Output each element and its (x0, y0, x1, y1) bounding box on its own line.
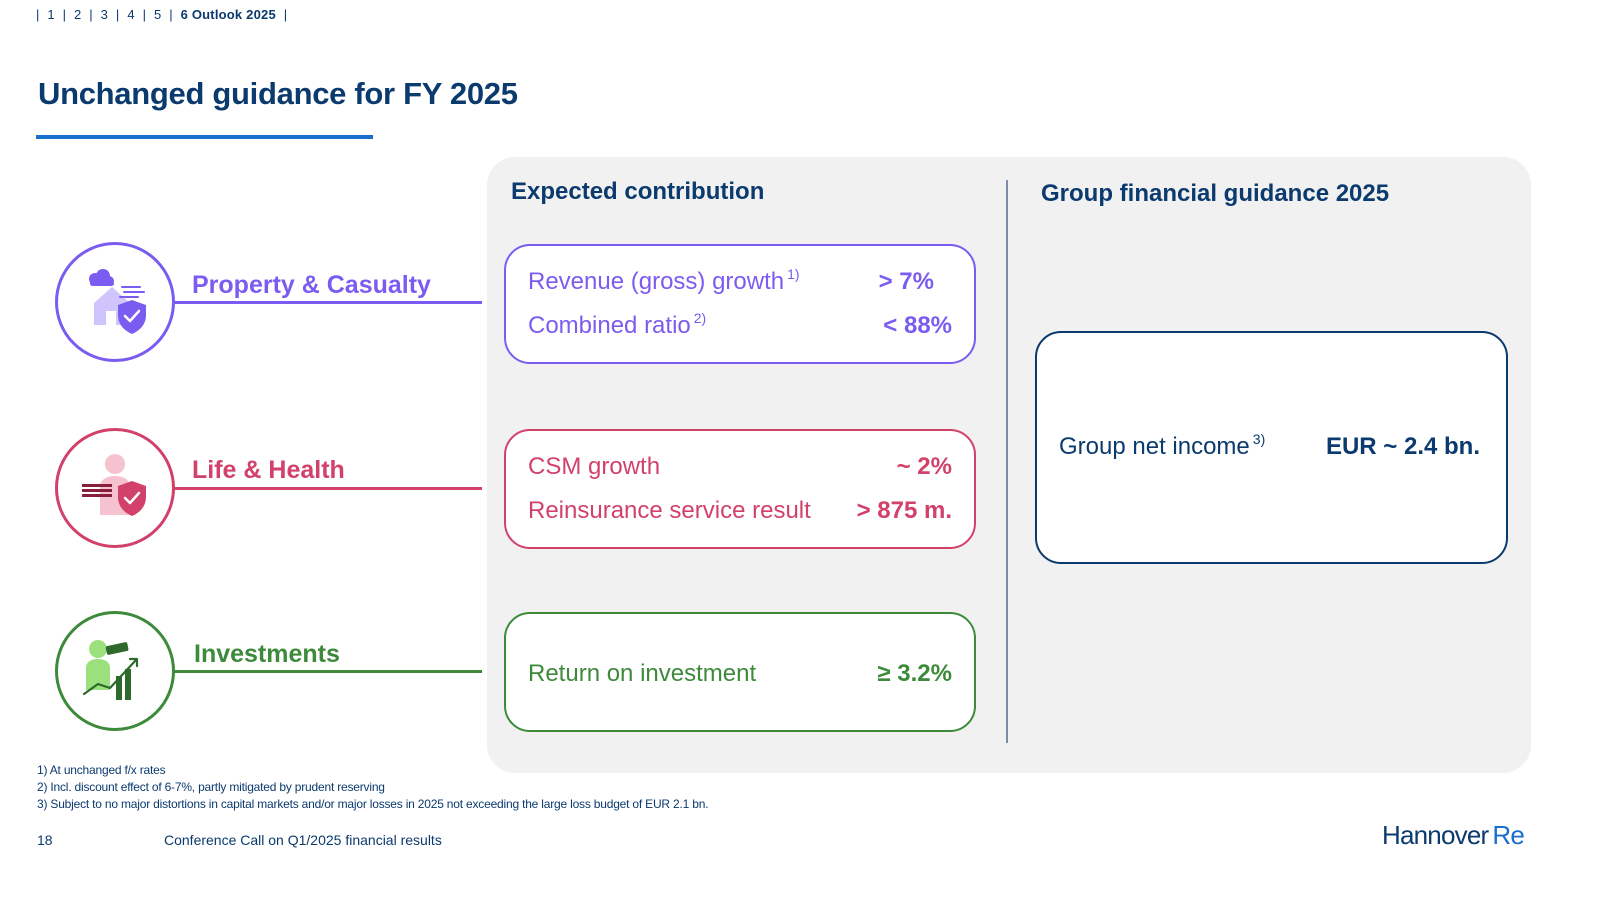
property-casualty-icon-circle (55, 242, 175, 362)
panel-divider (1006, 180, 1008, 743)
investments-label: Investments (194, 640, 340, 668)
nav-separator: | (283, 7, 288, 22)
kpi-value: < 88% (883, 312, 952, 339)
kpi-label: Revenue (gross) growth 1) (528, 266, 800, 295)
group-net-income-row: Group net income 3) EUR ~ 2.4 bn. (1059, 431, 1480, 461)
kpi-row: Return on investment ≥ 3.2% (528, 660, 952, 688)
kpi-value: ≥ 3.2% (877, 660, 952, 687)
kpi-value: > 7% (878, 268, 934, 295)
nav-separator: | (115, 7, 120, 22)
group-net-income-value: EUR ~ 2.4 bn. (1325, 433, 1480, 460)
property-casualty-label: Property & Casualty (192, 271, 431, 299)
nav-item-3[interactable]: 3 (100, 7, 109, 22)
investments-connector (173, 670, 482, 673)
group-net-income-label: Group net income 3) (1059, 431, 1266, 460)
life-health-icon-circle (55, 428, 175, 548)
nav-separator: | (142, 7, 147, 22)
footnote-3: 3) Subject to no major distortions in ca… (37, 797, 709, 811)
kpi-label: Combined ratio 2) (528, 310, 707, 339)
kpi-label: Return on investment (528, 660, 757, 687)
title-underline (36, 135, 373, 139)
kpi-row: Reinsurance service result > 875 m. (528, 497, 952, 525)
life-health-connector (173, 487, 482, 490)
life-health-label: Life & Health (192, 456, 345, 484)
logo-word-hannover: Hannover (1382, 820, 1489, 850)
kpi-value: ~ 2% (896, 453, 952, 480)
nav-item-1[interactable]: 1 (47, 7, 55, 22)
logo-word-re: Re (1492, 820, 1524, 850)
nav-separator: | (36, 7, 40, 22)
kpi-value: > 875 m. (856, 497, 952, 524)
footnotes: 1) At unchanged f/x rates 2) Incl. disco… (37, 762, 709, 813)
page-number: 18 (37, 832, 53, 848)
life-health-kpi-box: CSM growth ~ 2% Reinsurance service resu… (504, 429, 976, 549)
telescope-growth-chart-icon (82, 640, 139, 700)
page-title: Unchanged guidance for FY 2025 (38, 76, 518, 111)
nav-item-2[interactable]: 2 (74, 7, 82, 22)
group-guidance-heading: Group financial guidance 2025 (1041, 180, 1390, 207)
kpi-label: CSM growth (528, 453, 661, 480)
kpi-row: Combined ratio 2) < 88% (528, 310, 952, 340)
nav-separator: | (62, 7, 67, 22)
kpi-row: CSM growth ~ 2% (528, 453, 952, 481)
hannover-re-logo: Hannover Re (1382, 820, 1525, 851)
house-storm-shield-icon (89, 269, 146, 334)
investments-icon-circle (55, 611, 175, 731)
nav-item-active[interactable]: 6 Outlook 2025 (180, 7, 276, 22)
investments-kpi-box: Return on investment ≥ 3.2% (504, 612, 976, 732)
section-nav: | 1 | 2 | 3 | 4 | 5 | 6 Outlook 2025 | (36, 7, 291, 22)
footnote-1: 1) At unchanged f/x rates (37, 763, 166, 777)
group-guidance-box: Group net income 3) EUR ~ 2.4 bn. (1035, 331, 1508, 564)
footnote-2: 2) Incl. discount effect of 6-7%, partly… (37, 780, 385, 794)
property-casualty-kpi-box: Revenue (gross) growth 1) > 7% Combined r… (504, 244, 976, 364)
property-casualty-connector (173, 301, 482, 304)
nav-separator: | (89, 7, 93, 22)
nav-item-4[interactable]: 4 (127, 7, 135, 22)
kpi-row: Revenue (gross) growth 1) > 7% (528, 266, 952, 296)
person-shield-icon (82, 454, 146, 516)
kpi-label: Reinsurance service result (528, 497, 811, 524)
presentation-title: Conference Call on Q1/2025 financial res… (164, 832, 442, 848)
nav-separator: | (169, 7, 173, 22)
nav-item-5[interactable]: 5 (153, 7, 162, 22)
expected-contribution-heading: Expected contribution (511, 178, 765, 205)
